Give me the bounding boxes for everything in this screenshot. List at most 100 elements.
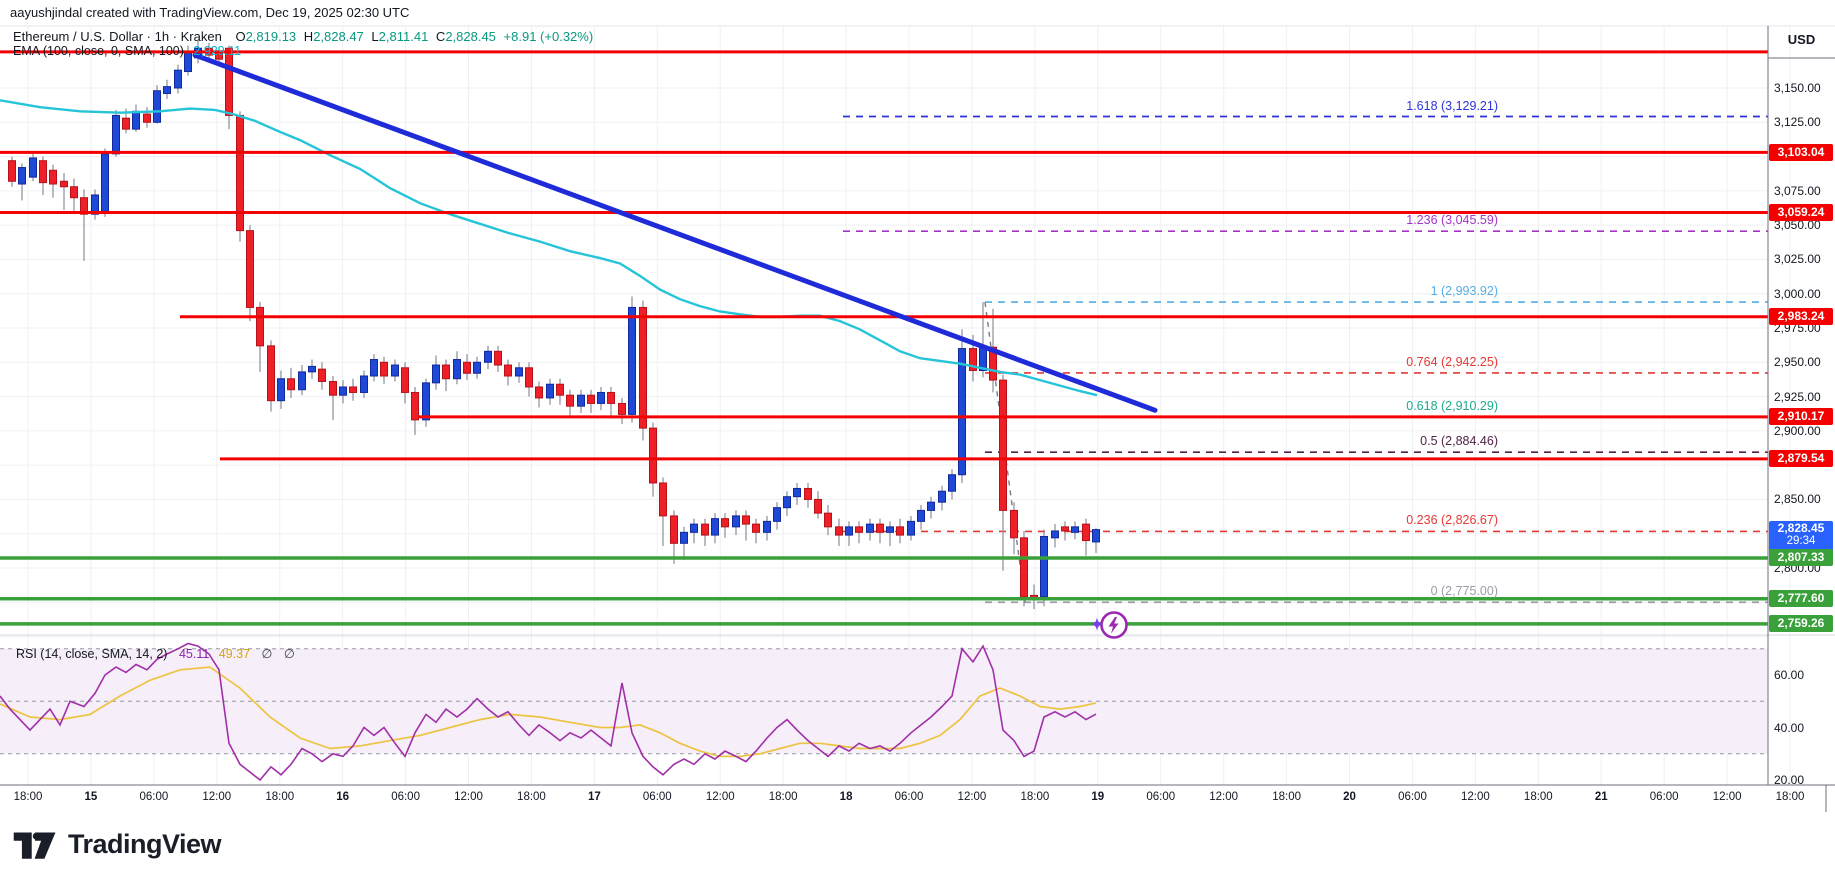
close-value: 2,828.45 — [445, 29, 496, 44]
candle-body — [246, 230, 254, 308]
candle-body — [143, 113, 151, 123]
symbol-title[interactable]: Ethereum / U.S. Dollar · 1h · Kraken — [13, 29, 222, 44]
candle-body — [886, 526, 894, 533]
candle-body — [804, 487, 812, 500]
symbol-legend[interactable]: Ethereum / U.S. Dollar · 1h · Kraken O2,… — [13, 29, 597, 44]
candle-body — [628, 306, 636, 415]
candle-body — [39, 160, 47, 184]
rsi-tick-label: 20.00 — [1774, 773, 1805, 787]
rsi-line[interactable] — [0, 642, 1097, 782]
candle-body — [763, 520, 771, 533]
candle-body — [318, 368, 326, 382]
candle-body — [174, 69, 182, 89]
axis-price-badge: 2,910.17 — [1769, 408, 1833, 426]
candle-body — [556, 383, 564, 396]
rsi-ma-line[interactable] — [0, 666, 1097, 758]
candle-body — [29, 157, 37, 178]
time-axis-label: 06:00 — [1146, 791, 1176, 803]
candle-body — [845, 526, 853, 536]
candle-body — [824, 512, 832, 528]
candle-body — [8, 160, 16, 182]
countdown-timer: 29:34 — [1786, 534, 1816, 547]
ema-legend[interactable]: EMA (100, close, 0, SMA, 100) 2,929.11 — [13, 44, 241, 58]
candle-body — [1092, 529, 1100, 543]
candle-body — [938, 490, 946, 503]
candle-body — [793, 487, 801, 498]
candle-body — [1051, 530, 1059, 539]
candle-body — [308, 365, 316, 373]
time-axis-label: 18 — [839, 791, 853, 803]
attribution-text: aayushjindal created with TradingView.co… — [10, 5, 410, 20]
ema-line[interactable] — [0, 99, 1098, 397]
axis-price-badge: 2,777.60 — [1769, 590, 1833, 608]
candle-body — [18, 167, 26, 185]
candle-body — [969, 348, 977, 372]
time-axis-label: 12:00 — [1460, 791, 1490, 803]
sparkle-icon — [1091, 617, 1103, 631]
time-axis-label: 18:00 — [13, 791, 43, 803]
axis-price-badge: 3,103.04 — [1769, 143, 1833, 161]
candle-body — [153, 90, 161, 123]
price-tick-label: 3,125.00 — [1774, 115, 1821, 130]
candle-body — [546, 383, 554, 399]
price-tick-label: 2,925.00 — [1774, 389, 1821, 404]
time-axis-label: 18:00 — [1020, 791, 1050, 803]
time-axis-label: 12:00 — [1209, 791, 1239, 803]
candle-body — [60, 180, 68, 188]
fib-level-label: 0.618 (2,910.29) — [1406, 398, 1498, 413]
time-axis-label: 12:00 — [705, 791, 735, 803]
rsi-null-value-2: ∅ — [283, 647, 295, 661]
candle-body — [597, 391, 605, 404]
candle-body — [876, 523, 884, 533]
candle-body — [732, 515, 740, 528]
candle-body — [112, 114, 120, 155]
candle-body — [690, 523, 698, 533]
descending-trendline[interactable] — [192, 52, 1158, 413]
candle-body — [287, 378, 295, 391]
rsi-value: 45.11 — [178, 647, 210, 661]
candle-body — [577, 394, 585, 407]
candle-body — [298, 371, 306, 391]
candle-body — [773, 507, 781, 522]
time-axis-label: 06:00 — [139, 791, 169, 803]
price-axis-currency[interactable]: USD — [1787, 32, 1816, 47]
high-label: H — [303, 29, 314, 44]
time-axis-label: 12:00 — [1712, 791, 1742, 803]
price-tick-label: 2,850.00 — [1774, 492, 1821, 507]
rsi-legend-label: RSI (14, close, SMA, 14, 2) — [16, 647, 168, 661]
candle-body — [494, 350, 502, 366]
candle-body — [701, 523, 709, 536]
candle-body — [535, 386, 543, 399]
price-tick-label: 2,900.00 — [1774, 423, 1821, 438]
candle-body — [256, 306, 264, 347]
fib-level-label: 1.618 (3,129.21) — [1406, 98, 1498, 113]
candle-body — [721, 518, 729, 528]
time-axis-label: 16 — [336, 791, 350, 803]
candle-body — [618, 402, 626, 415]
candle-body — [814, 498, 822, 514]
time-axis-label: 21 — [1594, 791, 1608, 803]
time-axis-label: 19 — [1091, 791, 1105, 803]
rsi-legend[interactable]: RSI (14, close, SMA, 14, 2) 45.11 49.37 … — [16, 646, 295, 661]
time-axis-label: 12:00 — [454, 791, 483, 803]
candle-body — [432, 364, 440, 384]
low-label: L — [371, 29, 379, 44]
time-axis-label: 18:00 — [1775, 791, 1805, 803]
time-axis-label: 18:00 — [265, 791, 295, 803]
candle-body — [80, 197, 88, 215]
low-value: 2,811.41 — [378, 29, 429, 44]
tradingview-logo[interactable]: TradingView — [12, 826, 222, 862]
high-value: 2,828.47 — [313, 29, 364, 44]
candle-body — [380, 361, 388, 377]
price-tick-label: 3,050.00 — [1774, 218, 1821, 233]
fib-level-label: 1.236 (3,045.59) — [1406, 213, 1498, 228]
candle-body — [917, 509, 925, 522]
candle-body — [566, 394, 574, 407]
open-value: 2,819.13 — [245, 29, 297, 44]
fib-level-label: 0 (2,775.00) — [1430, 584, 1498, 599]
flash-marker-icon[interactable] — [1090, 604, 1134, 651]
fib-level-label: 0.764 (2,942.25) — [1406, 354, 1498, 369]
candle-body — [49, 169, 57, 185]
candle-body — [866, 523, 874, 533]
candle-body — [670, 515, 678, 544]
